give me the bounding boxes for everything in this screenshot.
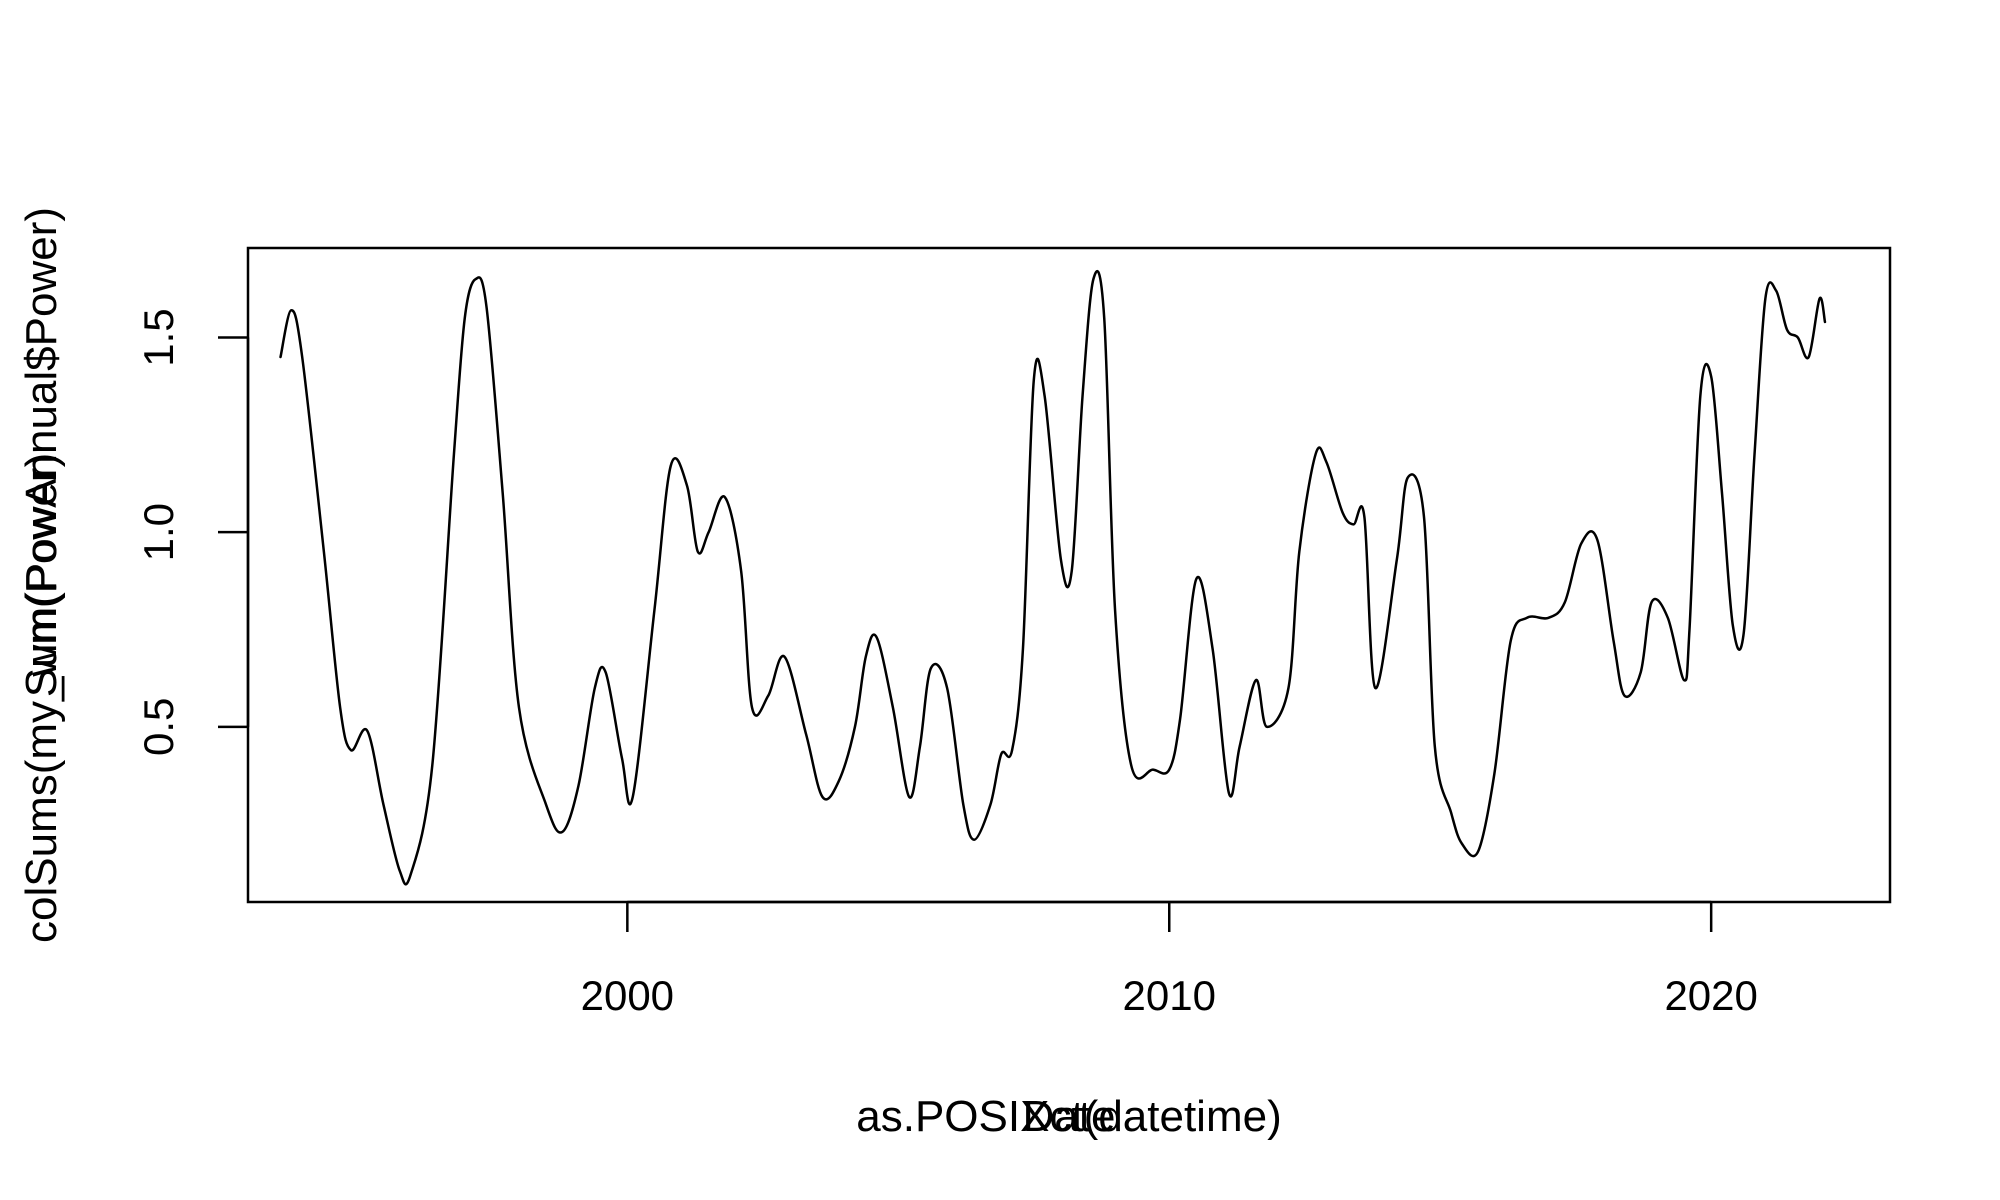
y-tick-label: 1.0 <box>135 503 182 561</box>
series-line <box>279 269 1827 886</box>
x-tick-label: 2010 <box>1123 972 1216 1019</box>
x-axis-title-1: as.POSIXct(datetime) <box>856 1092 1281 1141</box>
plot-frame <box>246 246 1892 904</box>
y-tick-label: 1.5 <box>135 308 182 366</box>
x-axis: 2000 2010 2020 <box>581 900 1758 1019</box>
y-axis-title-1: colSums(my_wm(PowAnnual$Power) <box>17 207 66 943</box>
x-tick-label: 2020 <box>1664 972 1757 1019</box>
x-tick-label: 2000 <box>581 972 674 1019</box>
y-tick-label: 0.5 <box>135 698 182 756</box>
x-axis-title-2: Date <box>1023 1092 1116 1141</box>
y-axis: 0.5 1.0 1.5 <box>135 308 250 756</box>
y-axis-title-2: Sum(Power) <box>17 453 66 698</box>
